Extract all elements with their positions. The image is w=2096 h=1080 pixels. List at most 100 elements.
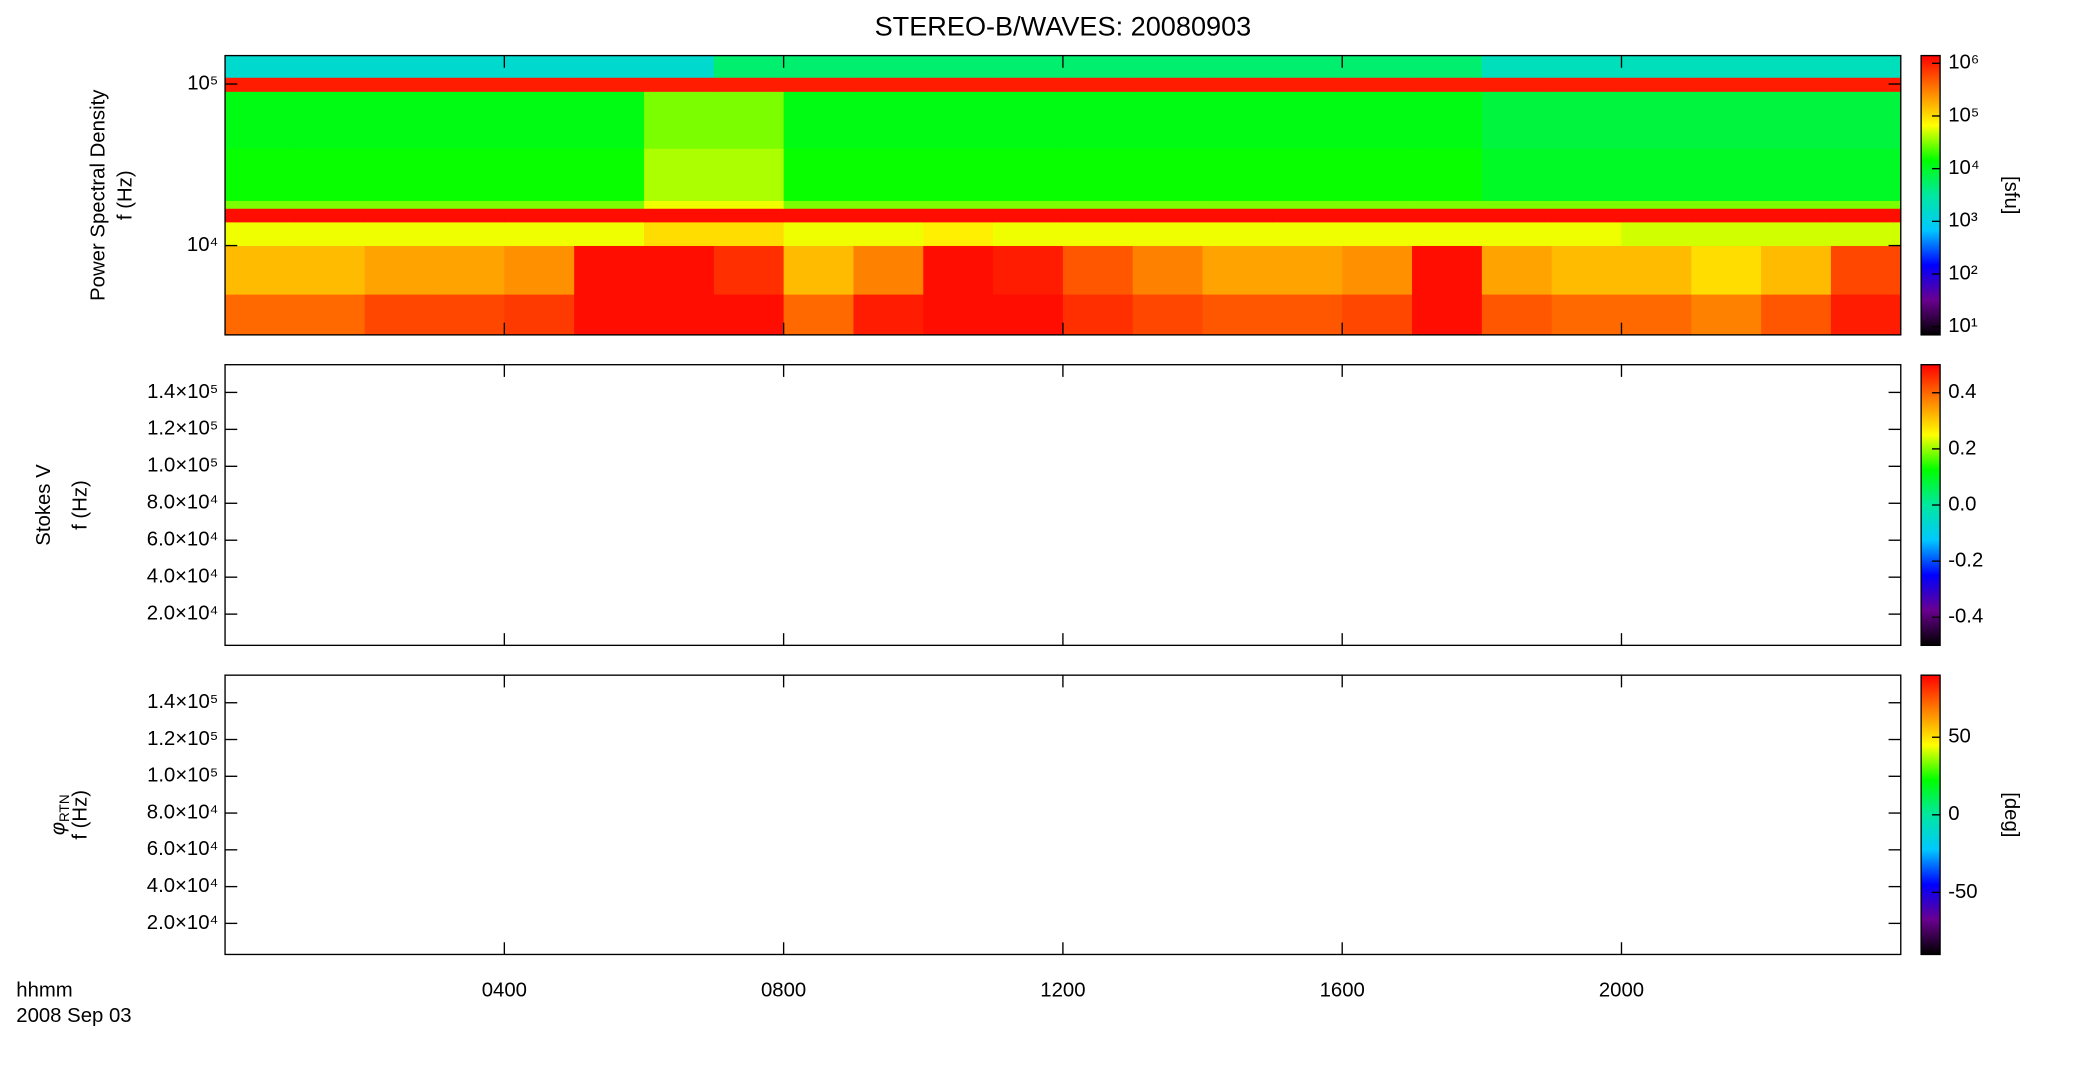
heatmap-cell [993,245,1064,295]
heatmap-cell [1621,55,1692,78]
heatmap-cell [643,294,715,336]
heatmap-cell [225,245,296,295]
heatmap-cell [225,208,296,223]
heatmap-cell [1412,294,1483,336]
x-tick-label: 2000 [1599,979,1644,1001]
heatmap-cell [504,148,575,201]
y-tick-label: 1.4×10⁵ [147,691,218,713]
heatmap-cell [923,91,994,149]
heatmap-cell [1412,208,1483,223]
heatmap-cell [643,208,715,223]
x-tick-label: 1200 [1040,979,1085,1001]
heatmap-cell [1761,208,1832,223]
heatmap-cell [853,221,924,246]
y-tick-label: 4.0×10⁴ [147,566,218,588]
x-tick-label: 1600 [1320,979,1365,1001]
heatmap-cell [1272,55,1343,78]
heatmap-cell [1202,55,1273,78]
heatmap-cell [1062,200,1134,209]
heatmap-cell [1761,77,1832,92]
heatmap-cell [1412,200,1483,209]
heatmap-cell [923,294,994,336]
heatmap-cell [294,208,366,223]
heatmap-cell [1481,55,1553,78]
heatmap-cell [1132,221,1203,246]
heatmap-cell [1272,200,1343,209]
heatmap-cell [225,55,296,78]
heatmap-cell [364,55,435,78]
heatmap-cell [1342,91,1413,149]
heatmap-cell [643,55,715,78]
heatmap-cell [504,221,575,246]
y-tick-label: 6.0×10⁴ [147,529,218,551]
heatmap-cell [1691,77,1762,92]
heatmap-cell [364,148,435,201]
y-axis-label-sub: RTN [57,794,72,822]
heatmap-cell [643,200,715,209]
heatmap-cell [1691,245,1762,295]
colorbar-tick-label: 0.4 [1948,381,1976,403]
y-tick-label: 1.2×10⁵ [147,728,218,750]
heatmap-cell [643,91,715,149]
heatmap-cell [1481,294,1553,336]
heatmap-cell [504,200,575,209]
heatmap-cell [993,200,1064,209]
heatmap-cell [364,208,435,223]
heatmap-cell [1342,200,1413,209]
heatmap-cell [853,208,924,223]
heatmap-cell [1412,77,1483,92]
heatmap-cell [643,221,715,246]
heatmap-cell [504,91,575,149]
heatmap-cell [1621,77,1692,92]
heatmap-cell [1621,91,1692,149]
heatmap-cell [923,200,994,209]
heatmap-cell [993,294,1064,336]
heatmap-cell [1342,77,1413,92]
heatmap-cell [1830,148,1902,201]
heatmap-cell [1551,294,1622,336]
x-axis-label: hhmm [16,979,72,1001]
heatmap-cell [783,294,854,336]
plot-frame [224,674,1902,956]
colorbar-tick-label: 10⁶ [1948,52,1979,74]
heatmap-cell [225,77,296,92]
heatmap-cell [713,55,785,78]
heatmap-cell [1691,221,1762,246]
colorbar-tick-label: -50 [1948,881,1977,903]
y-axis-label: Stokes V [33,464,55,546]
x-axis-date: 2008 Sep 03 [16,1005,131,1027]
heatmap-cell [1481,77,1553,92]
colorbar-tick-label: 10⁵ [1948,104,1979,126]
colorbar-tick-label: 0 [1948,803,1959,825]
heatmap-cell [1830,208,1902,223]
heatmap-cell [434,200,505,209]
heatmap-cell [1551,55,1622,78]
chart-title: STEREO-B/WAVES: 20080903 [875,11,1252,42]
heatmap-cell [1412,245,1483,295]
heatmap-cell [783,245,854,295]
heatmap-cell [1481,221,1553,246]
heatmap-cell [1551,221,1622,246]
heatmap-cell [713,294,785,336]
heatmap-cell [853,91,924,149]
heatmap-cell [1062,77,1134,92]
y-axis-label: f (Hz) [70,790,92,840]
colorbar [1920,54,1941,336]
heatmap-cell [294,245,366,295]
heatmap-cell [923,245,994,295]
heatmap-cell [1412,91,1483,149]
heatmap-cell [294,55,366,78]
heatmap-cell [1830,245,1902,295]
heatmap-cell [1621,221,1692,246]
y-tick-label: 10⁴ [187,234,218,256]
heatmap-cell [1132,294,1203,336]
heatmap-cell [1342,221,1413,246]
heatmap-cell [1202,200,1273,209]
heatmap-cell [1691,200,1762,209]
heatmap-cell [1062,208,1134,223]
heatmap-cell [364,77,435,92]
heatmap-cell [1342,55,1413,78]
heatmap-cell [574,294,645,336]
